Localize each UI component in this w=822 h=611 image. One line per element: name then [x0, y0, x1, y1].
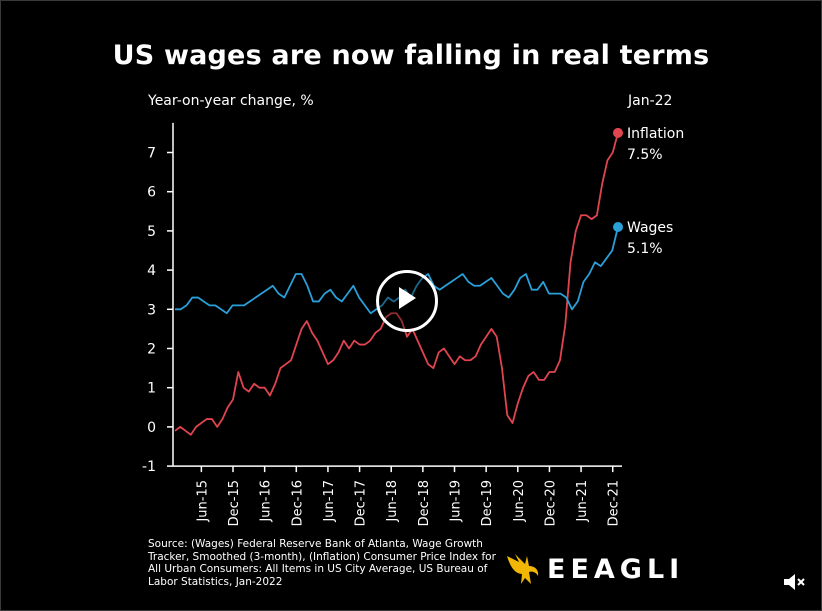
x-tick-label: Jun-18	[385, 480, 400, 523]
x-tick-label: Jun-20	[512, 480, 527, 523]
x-tick-label: Dec-20	[543, 480, 558, 526]
speaker-muted-icon	[784, 574, 805, 590]
x-tick-label: Jun-15	[195, 480, 210, 523]
x-tick-label: Dec-18	[417, 480, 432, 526]
x-tick-label: Jun-17	[322, 480, 337, 523]
y-tick-label: 6	[147, 185, 156, 201]
play-icon	[399, 287, 416, 309]
eagle-logo-icon	[507, 554, 539, 584]
x-tick-label: Dec-19	[480, 480, 495, 526]
x-tick-label: Dec-15	[227, 480, 242, 526]
inflation-end-point	[613, 127, 623, 138]
y-axis-label: Year-on-year change, %	[148, 93, 314, 109]
wages-series-label: Wages	[627, 220, 673, 236]
x-tick-label: Dec-21	[607, 480, 622, 526]
y-tick-label: 7	[147, 146, 156, 162]
y-tick-label: 5	[147, 224, 156, 240]
wages-value-label: 5.1%	[627, 241, 663, 257]
wages-end-point	[613, 221, 623, 232]
play-button[interactable]	[376, 270, 438, 332]
date-tag: Jan-22	[628, 93, 673, 109]
y-tick-label: -1	[142, 459, 156, 475]
mute-button[interactable]	[782, 571, 808, 593]
x-tick-label: Jun-21	[575, 480, 590, 523]
y-tick-label: 0	[147, 420, 156, 436]
y-tick-label: 3	[147, 302, 156, 318]
y-tick-label: 1	[147, 381, 156, 397]
y-tick-label: 2	[147, 342, 156, 358]
x-tick-label: Dec-17	[354, 480, 369, 526]
inflation-value-label: 7.5%	[627, 147, 663, 163]
x-tick-label: Jun-16	[259, 480, 274, 523]
brand-logo: EEAGLI	[505, 552, 684, 586]
source-note: Source: (Wages) Federal Reserve Bank of …	[148, 538, 496, 588]
y-tick-label: 4	[147, 263, 156, 279]
x-tick-label: Jun-19	[449, 480, 464, 523]
chart-title: US wages are now falling in real terms	[112, 40, 710, 71]
logo-text: EEAGLI	[547, 553, 685, 585]
x-tick-label: Dec-16	[290, 480, 305, 526]
inflation-series-label: Inflation	[627, 126, 684, 142]
